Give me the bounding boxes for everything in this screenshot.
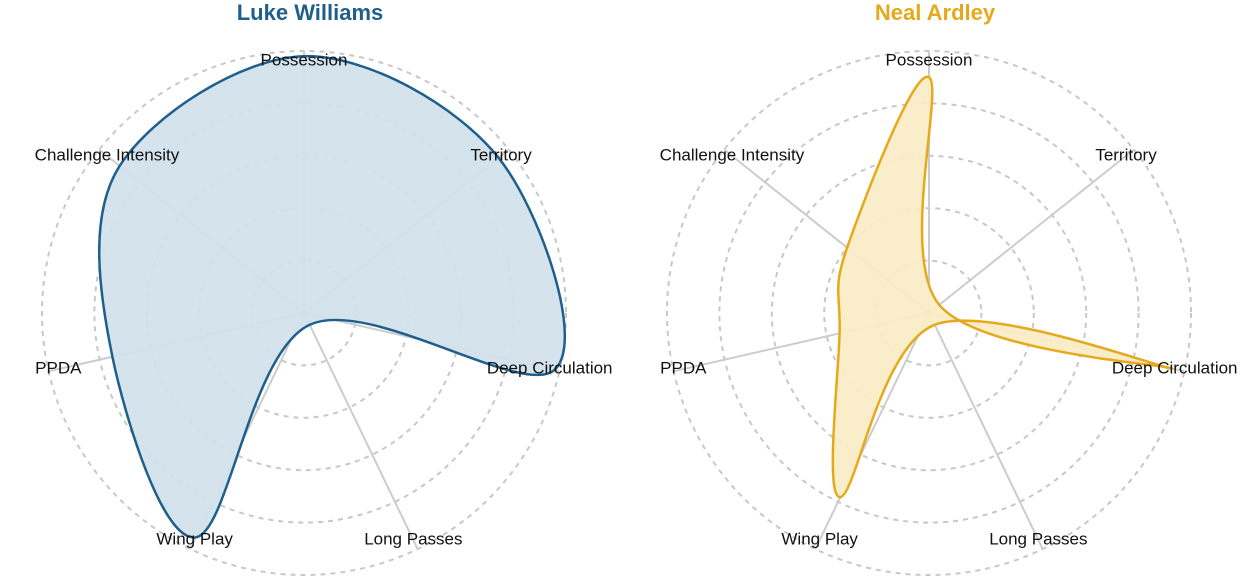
data-area — [97, 54, 566, 539]
axis-label-possession: Possession — [886, 50, 973, 69]
data-point-ppda — [112, 356, 113, 357]
axis-labels: Possession Territory Deep Circulation Long … — [660, 50, 1238, 548]
radar-plot: Possession Territory Deep Circulation Long … — [35, 50, 613, 576]
axis-label-wing-play: Wing Play — [156, 530, 233, 549]
axis-label-wing-play: Wing Play — [781, 530, 858, 549]
grid-ring — [718, 102, 1140, 524]
radar-chart-neal-ardley: Neal Ardley Possession Territory Deep Circ… — [625, 0, 1245, 582]
axis-label-long-passes: Long Passes — [989, 530, 1087, 549]
axis-label-territory: Territory — [1095, 145, 1157, 164]
axis-spoke-long-passes — [303, 312, 419, 550]
axis-label-deep-circulation: Deep Circulation — [487, 359, 613, 378]
axis-label-ppda: PPDA — [35, 359, 82, 378]
chart-title: Neal Ardley — [874, 0, 996, 25]
radar-chart-luke-williams: Luke Williams Possession Territory Deep Ci… — [0, 0, 620, 582]
axis-spoke-wing-play — [814, 312, 930, 550]
data-point-wing-play — [840, 497, 841, 498]
axis-label-long-passes: Long Passes — [364, 530, 462, 549]
axis-label-deep-circulation: Deep Circulation — [1112, 359, 1238, 378]
radar-plot: Possession Territory Deep Circulation Long … — [660, 50, 1238, 576]
data-point-possession — [929, 77, 930, 78]
data-point-territory — [939, 304, 940, 305]
data-point-ppda — [839, 333, 840, 334]
axis-labels: Possession Territory Deep Circulation Long … — [35, 50, 613, 548]
data-area — [831, 75, 1173, 499]
axis-label-challenge-intensity: Challenge Intensity — [660, 145, 805, 164]
axis-label-challenge-intensity: Challenge Intensity — [35, 145, 180, 164]
data-point-challenge-intensity — [119, 165, 120, 166]
data-point-long-passes — [309, 324, 310, 325]
axis-label-ppda: PPDA — [660, 359, 707, 378]
axis-spoke-territory — [928, 148, 1135, 314]
axis-spoke-long-passes — [928, 312, 1044, 550]
data-point-long-passes — [934, 324, 935, 325]
chart-title: Luke Williams — [236, 0, 384, 25]
axis-label-possession: Possession — [261, 50, 348, 69]
axis-label-territory: Territory — [470, 145, 532, 164]
data-point-challenge-intensity — [847, 247, 848, 248]
